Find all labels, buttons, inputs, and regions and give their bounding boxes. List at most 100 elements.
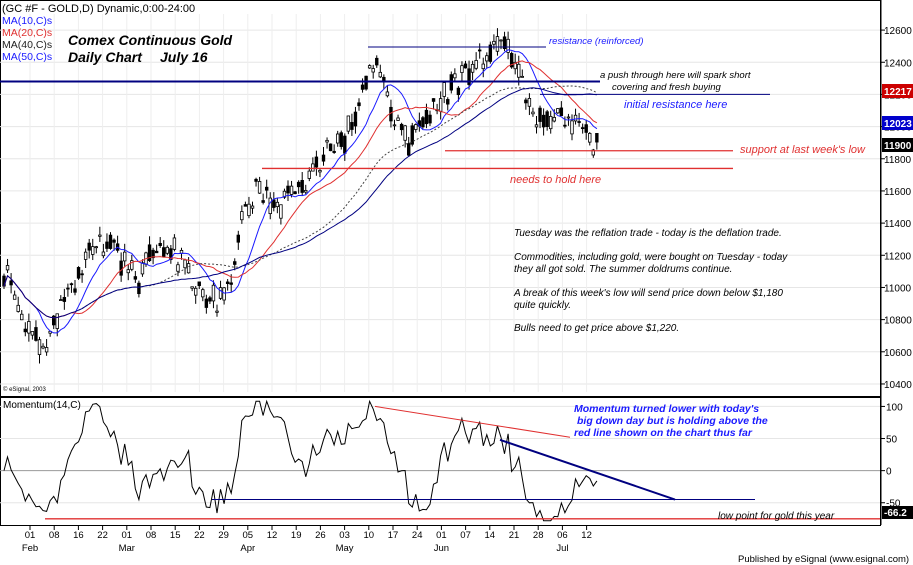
candle-body [9,280,13,286]
candle-body [264,186,269,191]
marker-mid: 12023 [882,116,913,130]
candle-body [492,40,496,45]
candle-body [396,117,400,121]
marker-last: 11900 [882,138,913,152]
candle-body [176,264,180,272]
candle-body [112,239,116,243]
candle-body [27,321,31,334]
candle-body [364,75,368,90]
candle-body [261,200,265,203]
candle-body [513,61,517,70]
candle-body [272,199,276,208]
ma50-line [3,87,597,319]
svg-text:12217: 12217 [884,87,912,98]
candle-body [467,68,471,85]
candle-body [335,133,340,144]
day-label: 14 [485,530,496,541]
candle-body [378,71,382,78]
candle-body [424,109,429,125]
candle-body [346,115,351,132]
candle-body [105,241,109,249]
price-tick-label: 11000 [884,283,912,294]
candle-body [477,49,482,52]
candle-body [321,154,326,162]
candle-body [392,124,397,127]
momentum-blue-trendline [499,438,676,501]
candle-body [499,39,503,42]
candle-body [208,297,212,302]
price-tick-label: 12600 [884,26,912,37]
price-tick-label: 11800 [884,155,912,166]
candle-body [580,127,585,130]
candle-body [357,102,361,107]
price-tick-label: 11600 [884,187,912,198]
day-label: 22 [97,530,108,541]
ma10-line [3,49,598,334]
candle-body [573,114,578,122]
price-tick-label: 10400 [884,380,912,391]
candle-body [37,339,42,356]
low-point-note: low point for gold this year [718,511,835,522]
candle-body [314,156,319,168]
candle-body [360,84,365,90]
candle-body [23,328,27,333]
candle-body [108,234,113,249]
candle-body [446,99,450,105]
candle-body [545,111,549,127]
candle-body [588,133,592,143]
candle-body [509,53,514,68]
candle-body [247,203,251,217]
day-label: 17 [388,530,399,541]
momentum-panel-frame [0,397,881,526]
candle-body [474,60,478,69]
candle-body [201,289,205,298]
candle-body [172,237,177,250]
candle-body [595,133,599,143]
candle-body [286,185,290,194]
candle-body [584,124,588,133]
candle-body [279,204,283,219]
month-label: Mar [119,543,135,554]
candle-body [69,283,74,286]
month-label: Jul [556,543,568,554]
support-note: support at last week's low [740,144,866,156]
day-label: 19 [291,530,302,541]
candle-body [282,190,287,198]
candle-body [570,120,574,135]
candle-body [243,204,248,207]
ma10-label: MA(10,C)s [2,15,52,27]
candle-body [289,185,294,195]
candle-body [410,125,414,145]
ma20-line [3,60,598,319]
candle-body [325,139,329,143]
momentum-label: Momentum(14,C) [3,400,81,411]
candle-body [552,117,556,122]
candle-body [186,263,191,274]
chart-subtitle: Daily Chart [68,49,143,65]
day-label: 10 [364,530,375,541]
candle-body [193,287,198,296]
candle-body [211,284,216,302]
momentum-note-2: big down day but is holding above the [577,415,768,427]
candle-body [375,57,379,66]
day-label: 29 [218,530,229,541]
candle-body [343,135,347,154]
candle-body [442,82,446,97]
candle-body [147,244,152,262]
candle-body [59,299,63,301]
comment-2b: they all got sold. The summer doldrums c… [514,264,732,275]
chart-title: Comex Continuous Gold [68,32,233,48]
day-label: 15 [170,530,181,541]
momentum-tick-label: 50 [886,435,898,446]
candle-body [431,98,436,102]
candle-body [403,125,407,141]
candle-body [250,205,255,209]
candle-body [350,122,354,130]
candle-body [463,63,468,69]
candle-body [414,124,418,130]
candle-body [353,111,358,127]
candle-body [236,234,240,243]
candle-body [66,287,70,290]
push-note-2: covering and fresh buying [612,82,722,93]
